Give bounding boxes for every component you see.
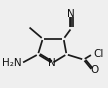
Text: Cl: Cl <box>94 49 104 59</box>
Text: O: O <box>90 65 98 75</box>
Text: N: N <box>67 9 75 19</box>
Text: N: N <box>48 59 56 68</box>
Text: H₂N: H₂N <box>2 58 21 68</box>
